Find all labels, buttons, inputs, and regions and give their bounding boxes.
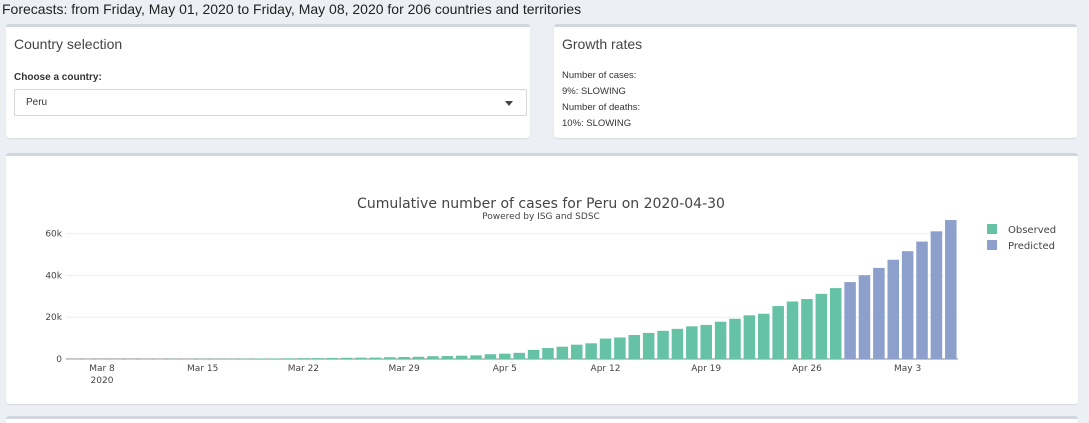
bar-observed[interactable] xyxy=(743,315,756,359)
bar-observed[interactable] xyxy=(211,358,223,360)
bar-observed[interactable] xyxy=(599,338,612,359)
country-select[interactable]: Peru xyxy=(14,89,527,116)
bar-observed[interactable] xyxy=(484,354,497,359)
bar-observed[interactable] xyxy=(369,357,382,359)
deaths-growth-label: Number of deaths: xyxy=(562,102,641,113)
legend-swatch-predicted[interactable] xyxy=(987,240,997,250)
bar-observed[interactable] xyxy=(527,349,540,359)
x-tick-label: Mar 22 xyxy=(288,364,319,374)
chart-box: 0 20k 40k 60k Mar 8 2020 Mar 15 Mar 22 Mar 29 Ap… xyxy=(6,153,1078,404)
bar-observed[interactable] xyxy=(729,318,741,359)
chevron-down-icon[interactable] xyxy=(505,101,513,106)
bar-observed[interactable] xyxy=(642,332,655,359)
y-tick-label: 20k xyxy=(45,313,62,323)
bar-observed[interactable] xyxy=(398,357,410,359)
country-selection-box: Country selection Choose a country: Peru xyxy=(6,24,530,138)
growth-rates-title: Growth rates xyxy=(562,36,643,52)
bar-observed[interactable] xyxy=(614,337,626,359)
x-tick-label: Mar 8 xyxy=(89,364,115,374)
bar-observed[interactable] xyxy=(570,344,583,359)
bar-observed[interactable] xyxy=(312,358,324,359)
bar-predicted[interactable] xyxy=(945,220,957,359)
bar-observed[interactable] xyxy=(772,306,784,359)
x-tick-label: Mar 29 xyxy=(388,364,420,374)
x-tick-label: May 3 xyxy=(894,364,921,374)
bar-observed[interactable] xyxy=(686,326,698,359)
bar-observed[interactable] xyxy=(657,330,669,359)
bar-observed[interactable] xyxy=(225,358,238,360)
bar-observed[interactable] xyxy=(326,358,338,359)
bar-observed[interactable] xyxy=(542,348,554,359)
y-tick-label: 40k xyxy=(45,271,62,281)
bar-observed[interactable] xyxy=(297,358,310,359)
bar-predicted[interactable] xyxy=(901,251,914,359)
legend-label-predicted[interactable]: Predicted xyxy=(1008,241,1055,252)
x-tick-label: Apr 26 xyxy=(792,364,822,374)
cases-growth-label: Number of cases: xyxy=(562,70,637,81)
bar-observed[interactable] xyxy=(412,356,425,359)
bar-observed[interactable] xyxy=(254,358,266,360)
x-tick-year-label: 2020 xyxy=(91,376,114,386)
bar-observed[interactable] xyxy=(355,357,367,359)
chart-subtitle: Powered by ISG and SDSC xyxy=(482,212,600,222)
bar-observed[interactable] xyxy=(340,357,353,359)
x-tick-label: Apr 19 xyxy=(691,364,721,374)
bar-observed[interactable] xyxy=(441,356,454,359)
y-tick-label: 0 xyxy=(56,355,62,365)
legend-swatch-observed[interactable] xyxy=(987,224,997,234)
next-box xyxy=(6,416,1078,423)
bar-predicted[interactable] xyxy=(844,282,856,359)
bar-observed[interactable] xyxy=(801,299,813,359)
bar-observed[interactable] xyxy=(268,358,281,359)
bar-observed[interactable] xyxy=(168,358,180,360)
country-select-value: Peru xyxy=(26,97,48,108)
choose-country-label: Choose a country: xyxy=(14,72,102,83)
bar-observed[interactable] xyxy=(499,353,511,359)
bar-observed[interactable] xyxy=(470,355,482,359)
growth-rates-box: Growth rates Number of cases: 9%: SLOWIN… xyxy=(554,24,1077,138)
bar-observed[interactable] xyxy=(427,356,439,359)
x-tick-label: Apr 12 xyxy=(591,364,621,374)
bar-predicted[interactable] xyxy=(916,241,928,359)
cases-bar-chart[interactable]: 0 20k 40k 60k Mar 8 2020 Mar 15 Mar 22 Mar 29 Ap… xyxy=(6,156,1078,404)
bar-observed[interactable] xyxy=(96,358,108,360)
cases-growth-value: 9%: SLOWING xyxy=(562,86,626,97)
bar-predicted[interactable] xyxy=(858,275,871,359)
bar-predicted[interactable] xyxy=(930,231,943,359)
bar-observed[interactable] xyxy=(81,359,94,360)
bar-observed[interactable] xyxy=(585,343,597,359)
bar-observed[interactable] xyxy=(124,358,137,360)
bar-observed[interactable] xyxy=(240,358,252,360)
bar-observed[interactable] xyxy=(700,324,712,359)
bar-observed[interactable] xyxy=(513,352,525,359)
bar-observed[interactable] xyxy=(455,355,468,359)
bar-observed[interactable] xyxy=(714,321,727,359)
bar-predicted[interactable] xyxy=(873,267,885,359)
x-tick-label: Mar 15 xyxy=(187,364,218,374)
bar-observed[interactable] xyxy=(556,346,569,359)
bar-observed[interactable] xyxy=(829,288,842,359)
bar-observed[interactable] xyxy=(758,313,770,359)
bar-observed[interactable] xyxy=(283,358,295,359)
bar-observed[interactable] xyxy=(153,358,166,360)
chart-title: Cumulative number of cases for Peru on 2… xyxy=(357,196,725,212)
y-tick-label: 60k xyxy=(45,230,62,240)
bar-observed[interactable] xyxy=(110,358,123,360)
forecast-headline: Forecasts: from Friday, May 01, 2020 to … xyxy=(2,1,582,17)
bar-observed[interactable] xyxy=(182,358,195,360)
bar-observed[interactable] xyxy=(196,358,209,360)
bar-observed[interactable] xyxy=(67,359,79,360)
bar-observed[interactable] xyxy=(139,358,151,360)
bar-observed[interactable] xyxy=(815,293,828,359)
bar-observed[interactable] xyxy=(628,335,641,359)
deaths-growth-value: 10%: SLOWING xyxy=(562,118,632,129)
bar-observed[interactable] xyxy=(786,301,799,360)
legend-label-observed[interactable]: Observed xyxy=(1008,225,1056,236)
x-tick-label: Apr 5 xyxy=(493,364,517,374)
bar-observed[interactable] xyxy=(383,357,396,359)
country-selection-title: Country selection xyxy=(14,36,123,52)
bar-observed[interactable] xyxy=(671,328,684,359)
bar-predicted[interactable] xyxy=(887,259,900,359)
